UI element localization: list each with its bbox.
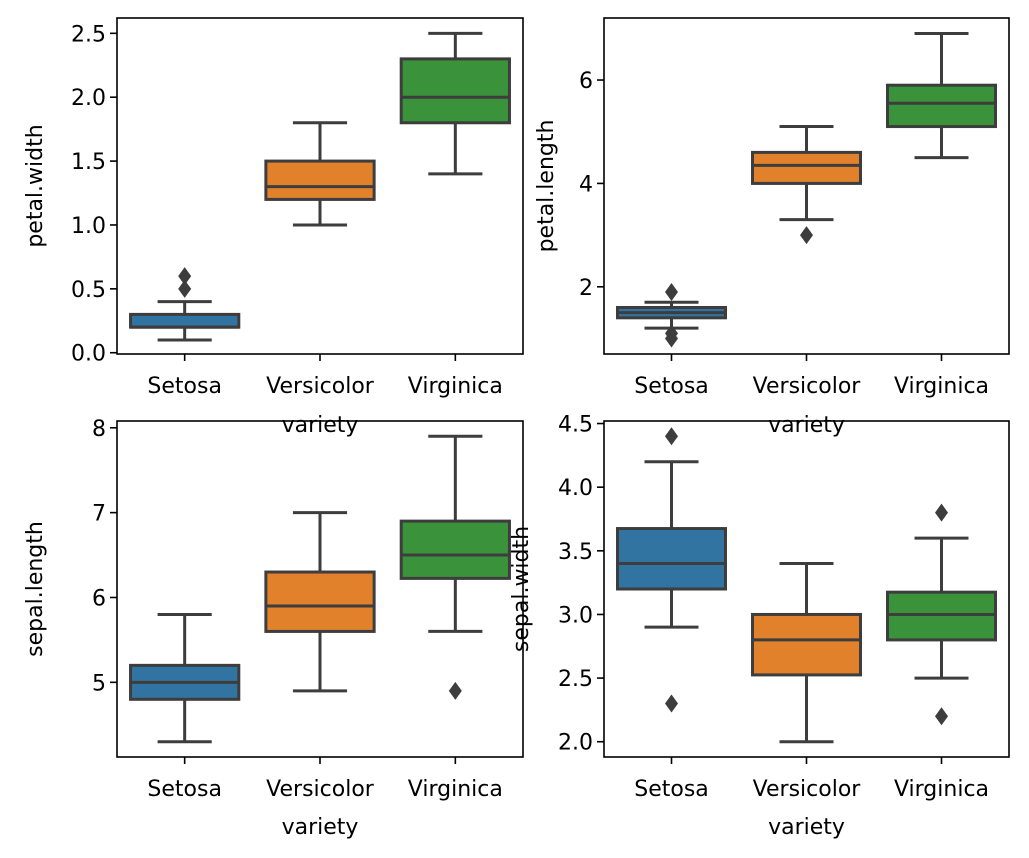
x-tick-label: Setosa (147, 374, 222, 399)
outlier-marker (665, 694, 678, 713)
y-tick-label: 4.0 (558, 476, 593, 501)
x-tick-label: Virginica (408, 777, 503, 802)
x-tick-label: Setosa (634, 374, 709, 399)
x-tick-label: Virginica (408, 374, 503, 399)
y-tick-label: 8 (92, 417, 106, 442)
x-tick-label: Virginica (894, 374, 989, 399)
box-setosa (129, 267, 241, 342)
y-axis-label: petal.width (23, 124, 48, 247)
outlier-marker (178, 279, 192, 298)
iqr-box (751, 150, 862, 185)
y-tick-label: 2 (579, 276, 593, 301)
iqr-box (886, 590, 997, 642)
box-versicolor (751, 125, 862, 245)
y-tick-label: 3.0 (558, 603, 593, 628)
subplot-sepal-length: 5 6 7 8 Setosa Versicolor Virginica variety sepa… (23, 417, 524, 840)
x-tick-label: Versicolor (753, 777, 862, 802)
y-tick-label: 2.0 (71, 86, 106, 111)
iqr-box (616, 527, 727, 591)
x-tick-label: Versicolor (266, 374, 375, 399)
box-setosa (616, 282, 727, 348)
y-tick-label: 2.0 (558, 731, 593, 756)
box-versicolor (264, 511, 376, 693)
outlier-marker (935, 707, 948, 726)
y-tick-label: 0.0 (71, 342, 106, 367)
y-tick-label: 6 (92, 586, 106, 611)
outlier-marker (665, 329, 678, 348)
box-setosa (129, 612, 241, 744)
x-axis-label: variety (282, 413, 359, 438)
subplot-sepal-width: 2.0 2.5 3.0 3.5 4.0 4.5 Setosa Versicolor Virgin… (509, 413, 1010, 840)
box-versicolor (751, 562, 862, 744)
outlier-marker (935, 503, 948, 522)
box-versicolor (264, 121, 376, 227)
subplot-petal-length: 2 4 6 Setosa Versicolor Virginica variety petal… (534, 17, 1010, 438)
iqr-box (264, 159, 376, 201)
outlier-marker (665, 282, 678, 301)
x-tick-label: Setosa (147, 777, 222, 802)
outlier-marker (665, 427, 678, 446)
x-axis-label: variety (768, 815, 845, 840)
x-tick-label: Virginica (894, 777, 989, 802)
iqr-box (886, 83, 997, 129)
iqr-box (751, 612, 862, 677)
y-tick-label: 2.5 (71, 22, 106, 47)
x-axis-label: variety (282, 815, 359, 840)
y-tick-label: 7 (92, 502, 106, 527)
x-axis-label: variety (768, 413, 845, 438)
iqr-box (399, 519, 511, 580)
y-tick-label: 3.5 (558, 540, 593, 565)
outlier-marker (448, 681, 462, 700)
iqr-box (264, 570, 376, 633)
box-virginica (399, 434, 511, 700)
y-tick-label: 1.0 (71, 214, 106, 239)
y-tick-label: 4 (579, 172, 593, 197)
box-virginica (886, 503, 997, 726)
y-tick-label: 0.5 (71, 278, 106, 303)
y-tick-label: 1.5 (71, 150, 106, 175)
box-setosa (616, 427, 727, 713)
y-tick-label: 5 (92, 671, 106, 696)
y-tick-label: 4.5 (558, 413, 593, 438)
subplot-petal-width: 0.0 0.5 1.0 1.5 2.0 2.5 Setosa Versicolor Virgin… (23, 17, 524, 438)
box-virginica (886, 32, 997, 160)
outlier-marker (178, 267, 192, 286)
x-tick-label: Versicolor (266, 777, 375, 802)
outlier-marker (800, 226, 813, 245)
iqr-box (399, 57, 511, 125)
iqr-box (129, 312, 241, 329)
x-tick-label: Versicolor (753, 374, 862, 399)
y-axis-label: petal.length (534, 120, 559, 253)
y-axis-label: sepal.length (23, 521, 48, 657)
y-tick-label: 6 (579, 69, 593, 94)
x-tick-label: Setosa (634, 777, 709, 802)
box-virginica (399, 31, 511, 176)
y-axis-label: sepal.width (509, 526, 534, 652)
y-tick-label: 2.5 (558, 667, 593, 692)
